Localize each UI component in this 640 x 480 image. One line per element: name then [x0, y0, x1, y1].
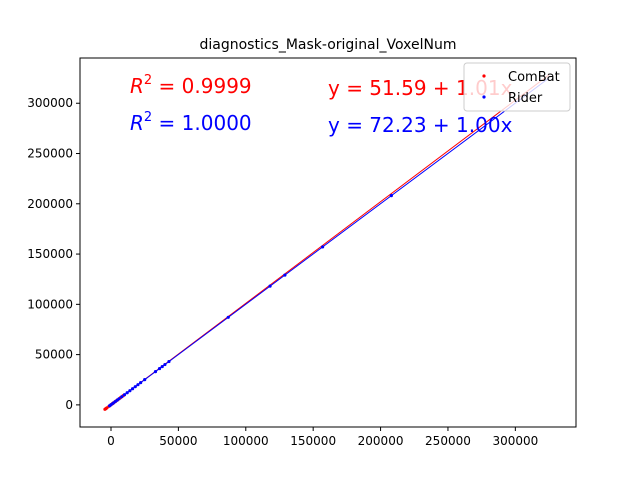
data-point-rider — [139, 381, 143, 385]
data-point-rider — [283, 273, 287, 277]
y-tick-label: 0 — [65, 398, 73, 412]
y-axis: 0 50000 100000 150000 200000 250000 300000 — [27, 96, 80, 412]
data-point-rider — [117, 397, 121, 401]
data-point-rider — [128, 389, 132, 393]
data-point-rider — [120, 395, 124, 399]
y-tick-label: 250000 — [27, 147, 73, 161]
rider-fit-equation: y = 72.23 + 1.00x — [328, 113, 513, 137]
legend: ComBat Rider — [463, 62, 571, 112]
x-axis: 0 50000 100000 150000 200000 250000 300000 — [107, 427, 538, 448]
y-tick-label: 200000 — [27, 197, 73, 211]
data-point-rider — [133, 385, 137, 389]
data-point-rider — [122, 393, 127, 397]
data-point-rider — [321, 245, 325, 249]
data-point-rider — [143, 378, 147, 382]
data-point-rider — [163, 362, 167, 367]
x-tick-label: 300000 — [492, 434, 538, 448]
data-point-rider — [136, 383, 140, 387]
chart-title: diagnostics_Mask-original_VoxelNum — [199, 37, 456, 53]
data-point-rider — [389, 194, 393, 198]
y-tick-label: 50000 — [35, 348, 73, 362]
x-tick-label: 0 — [107, 434, 115, 448]
data-point-rider — [157, 366, 162, 371]
fit-line-rider — [109, 77, 550, 407]
rider-r2-annotation: R2 = 1.0000 — [130, 110, 252, 135]
legend-marker-combat — [482, 74, 486, 78]
x-tick-label: 150000 — [290, 434, 336, 448]
plot-frame — [79, 57, 577, 428]
data-point-rider — [125, 391, 129, 395]
legend-box — [463, 62, 571, 112]
legend-label-rider: Rider — [508, 91, 543, 106]
x-tick-label: 250000 — [425, 434, 471, 448]
legend-label-combat: ComBat — [508, 70, 560, 85]
data-point-rider — [167, 359, 171, 364]
x-tick-label: 50000 — [159, 434, 197, 448]
y-tick-label: 100000 — [27, 297, 73, 311]
data-point-rider — [130, 387, 135, 391]
data-point-rider — [268, 284, 272, 288]
x-tick-label: 100000 — [223, 434, 269, 448]
y-tick-label: 150000 — [27, 247, 73, 261]
y-tick-label: 300000 — [27, 96, 73, 110]
x-tick-label: 200000 — [358, 434, 404, 448]
combat-r2-annotation: R2 = 0.9999 — [130, 73, 252, 98]
legend-marker-rider — [482, 95, 486, 99]
data-point-rider — [153, 369, 158, 374]
data-point-rider — [160, 364, 164, 369]
data-point-rider — [226, 315, 230, 319]
